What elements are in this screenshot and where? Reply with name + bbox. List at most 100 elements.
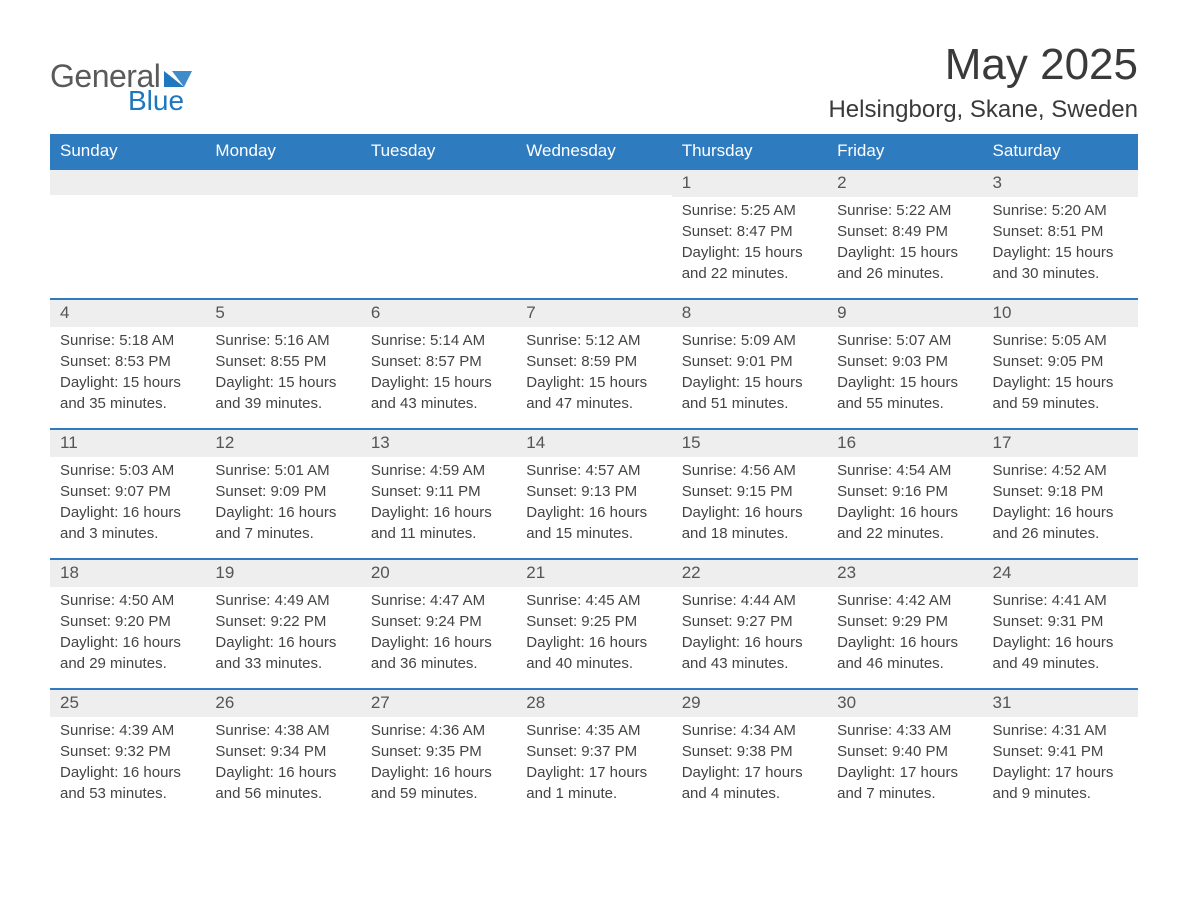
sunrise-line: Sunrise: 4:38 AM [215,721,350,741]
day-number: 13 [361,430,516,457]
day-number: 6 [361,300,516,327]
day-cell: 26Sunrise: 4:38 AMSunset: 9:34 PMDayligh… [205,690,360,818]
sunset-line: Sunset: 9:24 PM [371,612,506,632]
weekday-header: Thursday [672,134,827,168]
day-cell: 8Sunrise: 5:09 AMSunset: 9:01 PMDaylight… [672,300,827,428]
day-cell: 1Sunrise: 5:25 AMSunset: 8:47 PMDaylight… [672,170,827,298]
day-number: 28 [516,690,671,717]
day-cell [361,170,516,298]
sunset-line: Sunset: 9:29 PM [837,612,972,632]
day-cell: 18Sunrise: 4:50 AMSunset: 9:20 PMDayligh… [50,560,205,688]
day-body: Sunrise: 5:22 AMSunset: 8:49 PMDaylight:… [827,201,982,293]
sunset-line: Sunset: 9:18 PM [993,482,1128,502]
sunrise-line: Sunrise: 4:42 AM [837,591,972,611]
sunset-line: Sunset: 9:35 PM [371,742,506,762]
day-number: 27 [361,690,516,717]
day-cell: 2 Sunrise: 5:22 AMSunset: 8:49 PMDaylight… [827,170,982,298]
sunrise-line: Sunrise: 5:22 AM [837,201,972,221]
daylight-line: Daylight: 17 hours and 7 minutes. [837,763,972,804]
sunrise-line: Sunrise: 4:34 AM [682,721,817,741]
day-number: 2 [827,170,982,197]
day-cell: 30Sunrise: 4:33 AMSunset: 9:40 PMDayligh… [827,690,982,818]
day-cell: 7Sunrise: 5:12 AMSunset: 8:59 PMDaylight… [516,300,671,428]
sunrise-line: Sunrise: 4:35 AM [526,721,661,741]
sunset-line: Sunset: 9:07 PM [60,482,195,502]
sunset-line: Sunset: 8:53 PM [60,352,195,372]
day-body: Sunrise: 4:34 AMSunset: 9:38 PMDaylight:… [672,721,827,813]
daylight-line: Daylight: 16 hours and 46 minutes. [837,633,972,674]
daylight-line: Daylight: 16 hours and 18 minutes. [682,503,817,544]
month-title: May 2025 [828,40,1138,90]
week-row: 1Sunrise: 5:25 AMSunset: 8:47 PMDaylight… [50,168,1138,298]
sunrise-line: Sunrise: 5:20 AM [993,201,1128,221]
sunrise-line: Sunrise: 5:03 AM [60,461,195,481]
weekday-header: Sunday [50,134,205,168]
daylight-line: Daylight: 15 hours and 39 minutes. [215,373,350,414]
sunset-line: Sunset: 9:20 PM [60,612,195,632]
sunset-line: Sunset: 9:41 PM [993,742,1128,762]
sunset-line: Sunset: 9:03 PM [837,352,972,372]
sunrise-line: Sunrise: 4:45 AM [526,591,661,611]
day-number: 20 [361,560,516,587]
day-cell: 10 Sunrise: 5:05 AMSunset: 9:05 PMDayligh… [983,300,1138,428]
day-number: 22 [672,560,827,587]
day-body: Sunrise: 4:39 AMSunset: 9:32 PMDaylight:… [50,721,205,813]
sunrise-line: Sunrise: 4:49 AM [215,591,350,611]
day-body: Sunrise: 4:38 AMSunset: 9:34 PMDaylight:… [205,721,360,813]
daylight-line: Daylight: 16 hours and 29 minutes. [60,633,195,674]
sunrise-line: Sunrise: 4:36 AM [371,721,506,741]
daylight-line: Daylight: 16 hours and 15 minutes. [526,503,661,544]
sunrise-line: Sunrise: 4:41 AM [993,591,1128,611]
weekday-header: Tuesday [361,134,516,168]
day-number: 31 [983,690,1138,717]
day-number: 11 [50,430,205,457]
day-body: Sunrise: 4:33 AMSunset: 9:40 PMDaylight:… [827,721,982,813]
weekday-header-row: SundayMondayTuesdayWednesdayThursdayFrid… [50,134,1138,168]
day-cell: 28 Sunrise: 4:35 AMSunset: 9:37 PMDayligh… [516,690,671,818]
brand-text-blue: Blue [128,85,184,117]
day-body: Sunrise: 4:41 AMSunset: 9:31 PMDaylight:… [983,591,1138,683]
daylight-line: Daylight: 16 hours and 7 minutes. [215,503,350,544]
daylight-line: Daylight: 16 hours and 36 minutes. [371,633,506,674]
day-cell: 11Sunrise: 5:03 AMSunset: 9:07 PMDayligh… [50,430,205,558]
day-number: 21 [516,560,671,587]
sunrise-line: Sunrise: 5:05 AM [993,331,1128,351]
sunset-line: Sunset: 9:25 PM [526,612,661,632]
daylight-line: Daylight: 15 hours and 22 minutes. [682,243,817,284]
day-number: 10 [983,300,1138,327]
day-cell: 14Sunrise: 4:57 AMSunset: 9:13 PMDayligh… [516,430,671,558]
day-body: Sunrise: 4:36 AMSunset: 9:35 PMDaylight:… [361,721,516,813]
day-body: Sunrise: 4:57 AMSunset: 9:13 PMDaylight:… [516,461,671,553]
sunset-line: Sunset: 9:27 PM [682,612,817,632]
sunset-line: Sunset: 9:31 PM [993,612,1128,632]
day-body: Sunrise: 5:05 AMSunset: 9:05 PMDaylight:… [983,331,1138,423]
day-cell [50,170,205,298]
day-body: Sunrise: 4:52 AMSunset: 9:18 PMDaylight:… [983,461,1138,553]
daylight-line: Daylight: 17 hours and 1 minute. [526,763,661,804]
sunset-line: Sunset: 9:32 PM [60,742,195,762]
daylight-line: Daylight: 16 hours and 11 minutes. [371,503,506,544]
sunrise-line: Sunrise: 4:54 AM [837,461,972,481]
day-body: Sunrise: 4:35 AMSunset: 9:37 PMDaylight:… [516,721,671,813]
title-block: May 2025 Helsingborg, Skane, Sweden [828,40,1138,124]
sunset-line: Sunset: 9:11 PM [371,482,506,502]
daylight-line: Daylight: 16 hours and 40 minutes. [526,633,661,674]
sunrise-line: Sunrise: 5:25 AM [682,201,817,221]
day-cell: 31Sunrise: 4:31 AMSunset: 9:41 PMDayligh… [983,690,1138,818]
day-number: 12 [205,430,360,457]
empty-day-header [205,170,360,195]
day-number: 7 [516,300,671,327]
day-body: Sunrise: 4:59 AMSunset: 9:11 PMDaylight:… [361,461,516,553]
day-cell: 19Sunrise: 4:49 AMSunset: 9:22 PMDayligh… [205,560,360,688]
day-body: Sunrise: 4:42 AMSunset: 9:29 PMDaylight:… [827,591,982,683]
sunset-line: Sunset: 8:49 PM [837,222,972,242]
brand-logo: General Blue [50,58,196,117]
day-number: 9 [827,300,982,327]
weekday-header: Monday [205,134,360,168]
sunrise-line: Sunrise: 4:44 AM [682,591,817,611]
day-number: 1 [672,170,827,197]
day-cell: 23Sunrise: 4:42 AMSunset: 9:29 PMDayligh… [827,560,982,688]
sunset-line: Sunset: 9:40 PM [837,742,972,762]
day-cell: 22Sunrise: 4:44 AMSunset: 9:27 PMDayligh… [672,560,827,688]
day-cell: 3Sunrise: 5:20 AMSunset: 8:51 PMDaylight… [983,170,1138,298]
